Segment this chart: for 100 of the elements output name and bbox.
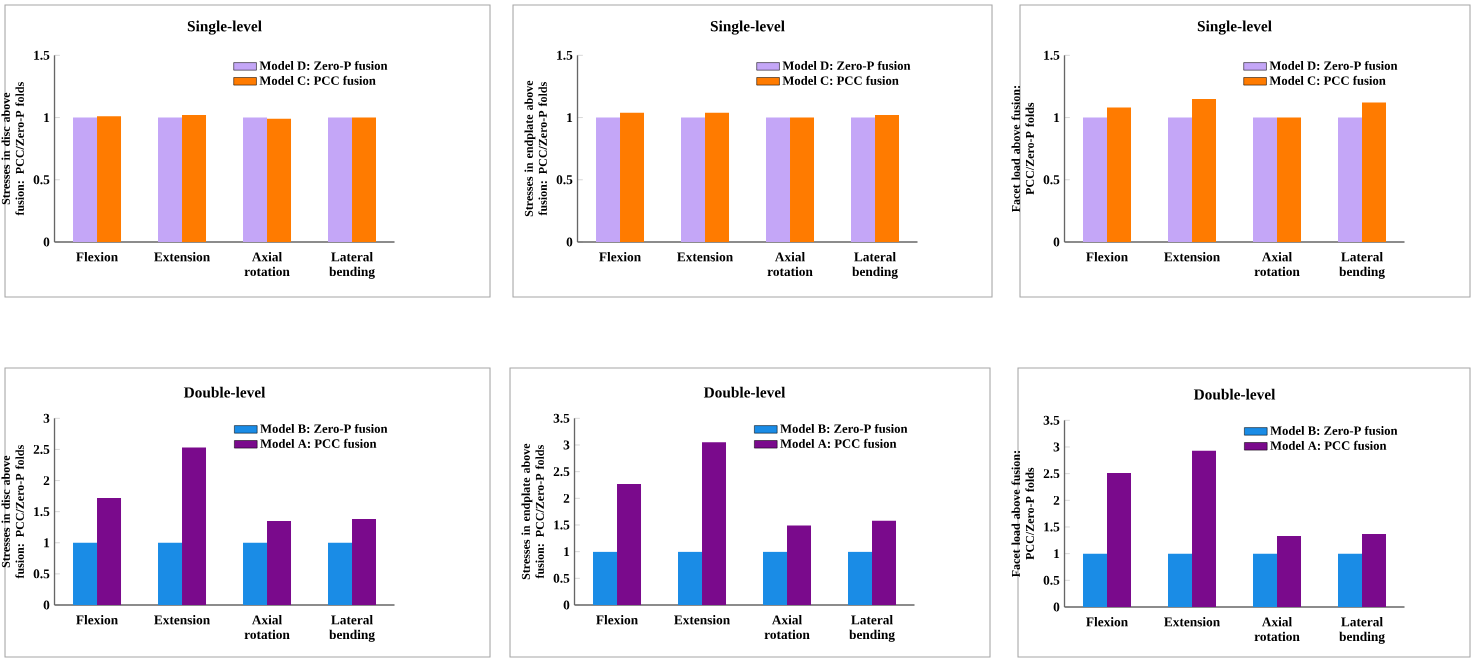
y-axis-title: Stresses in disc above fusion: PCC/Zero-P folds [1, 82, 24, 216]
y-tick-label: 1 [44, 113, 50, 122]
x-tick-label: Lateral bending [849, 615, 895, 642]
bar [1107, 107, 1132, 242]
y-tick-label: 2.5 [553, 467, 570, 477]
chart-title: Single-level [187, 20, 262, 35]
y-tick-label: 1 [1054, 113, 1060, 122]
y-tick-label: 1 [567, 113, 573, 122]
x-tick-label: Flexion [76, 252, 118, 262]
y-tick-label: 0 [1053, 237, 1060, 247]
y-tick-label: 1.5 [34, 50, 50, 60]
bar [1338, 117, 1363, 242]
y-tick-label: 0 [566, 237, 573, 247]
x-tick-label: Extension [1164, 252, 1220, 262]
x-tick-label: Extension [154, 615, 210, 625]
y-tick-label: 1.5 [557, 50, 573, 60]
bar [593, 551, 618, 605]
y-axis-title: Facet load above fusion: PCC/Zero-P folds [1011, 451, 1034, 578]
y-tick-label: 1 [44, 538, 50, 548]
bar [1362, 102, 1387, 242]
bar [267, 520, 292, 605]
bar [1107, 473, 1132, 607]
x-tick-label: Axial rotation [1254, 252, 1300, 277]
bar [678, 551, 703, 605]
legend-label: Model D: Zero-P fusion [259, 60, 388, 71]
x-tick-label: Lateral bending [329, 252, 375, 279]
legend-label: Model D: Zero-P fusion [782, 60, 911, 71]
legend-label: Model C: PCC fusion [1269, 75, 1386, 85]
legend-label: Model A: PCC fusion [260, 438, 377, 448]
y-axis-title: Stresses in disc above fusion: PCC/Zero-P folds [1, 445, 24, 579]
x-tick-label: Axial rotation [244, 615, 290, 640]
y-tick-label: 2.5 [33, 444, 50, 454]
y-tick-label: 0 [43, 600, 50, 610]
legend-label: Model C: PCC fusion [782, 75, 899, 85]
bar [243, 542, 268, 605]
x-tick-label: Axial rotation [767, 252, 813, 277]
bar [352, 519, 377, 605]
x-tick-label: Axial rotation [764, 615, 810, 640]
x-tick-label: Extension [674, 615, 730, 625]
x-tick-label: Flexion [1086, 617, 1128, 627]
y-tick-label: 0.5 [1043, 175, 1060, 185]
y-tick-label: 1.5 [1044, 50, 1060, 60]
bar [97, 497, 122, 605]
bar [73, 542, 98, 605]
y-tick-label: 1.5 [554, 520, 570, 530]
chart-title: Double-level [1193, 388, 1276, 400]
y-tick-label: 3.5 [553, 413, 570, 423]
legend-label: Model D: Zero-P fusion [1269, 60, 1398, 71]
y-tick-label: 1 [564, 547, 570, 557]
bar [702, 442, 727, 605]
x-tick-label: Lateral bending [329, 615, 375, 642]
y-tick-label: 2 [563, 493, 570, 503]
x-tick-label: Extension [677, 252, 733, 262]
legend-label: Model A: PCC fusion [780, 438, 897, 448]
y-tick-label: 0 [1053, 602, 1060, 612]
y-tick-label: 0.5 [1043, 575, 1060, 585]
bar [1338, 553, 1363, 607]
y-tick-label: 3.5 [1043, 415, 1060, 425]
bar [617, 483, 642, 605]
y-tick-label: 1.5 [1044, 522, 1060, 532]
y-tick-label: 2.5 [1043, 469, 1060, 479]
x-tick-label: Flexion [596, 615, 638, 625]
y-tick-label: 0 [43, 237, 50, 247]
y-tick-label: 2 [1053, 495, 1060, 505]
chart-title: Single-level [710, 20, 785, 35]
y-tick-label: 3 [43, 413, 50, 423]
x-tick-label: Lateral bending [852, 252, 898, 279]
y-tick-label: 0.5 [33, 175, 50, 185]
legend-label: Model C: PCC fusion [259, 75, 376, 85]
bar [1083, 117, 1108, 242]
y-tick-label: 3 [1053, 442, 1060, 452]
y-axis-title: Facet load above fusion: PCC/Zero-P folds [1011, 86, 1034, 213]
x-tick-label: Lateral bending [1339, 252, 1385, 279]
x-tick-label: Extension [1164, 617, 1220, 627]
bar [787, 525, 812, 605]
bar [1083, 553, 1108, 607]
bar [1168, 117, 1193, 242]
y-tick-label: 1 [1054, 549, 1060, 559]
legend-label: Model B: Zero-P fusion [260, 423, 388, 434]
bar [182, 447, 207, 605]
bar [1253, 117, 1278, 242]
x-tick-label: Flexion [76, 615, 118, 625]
bar [158, 542, 183, 605]
x-tick-label: Axial rotation [244, 252, 290, 277]
bar [1277, 117, 1302, 242]
bar [1253, 553, 1278, 607]
legend-label: Model B: Zero-P fusion [1270, 425, 1398, 436]
bar [1192, 450, 1217, 607]
chart-title: Single-level [1197, 20, 1272, 35]
chart-title: Double-level [183, 386, 266, 398]
y-tick-label: 0.5 [33, 569, 50, 579]
bar [872, 520, 897, 605]
bar [1362, 533, 1387, 607]
legend-label: Model A: PCC fusion [1270, 440, 1387, 450]
y-axis-title: Stresses in endplate above fusion: PCC/Zero-P folds [521, 443, 544, 580]
bar [763, 551, 788, 605]
legend-label: Model B: Zero-P fusion [780, 423, 908, 434]
x-tick-label: Flexion [1086, 252, 1128, 262]
y-tick-label: 0.5 [556, 175, 573, 185]
x-tick-label: Lateral bending [1339, 617, 1385, 644]
